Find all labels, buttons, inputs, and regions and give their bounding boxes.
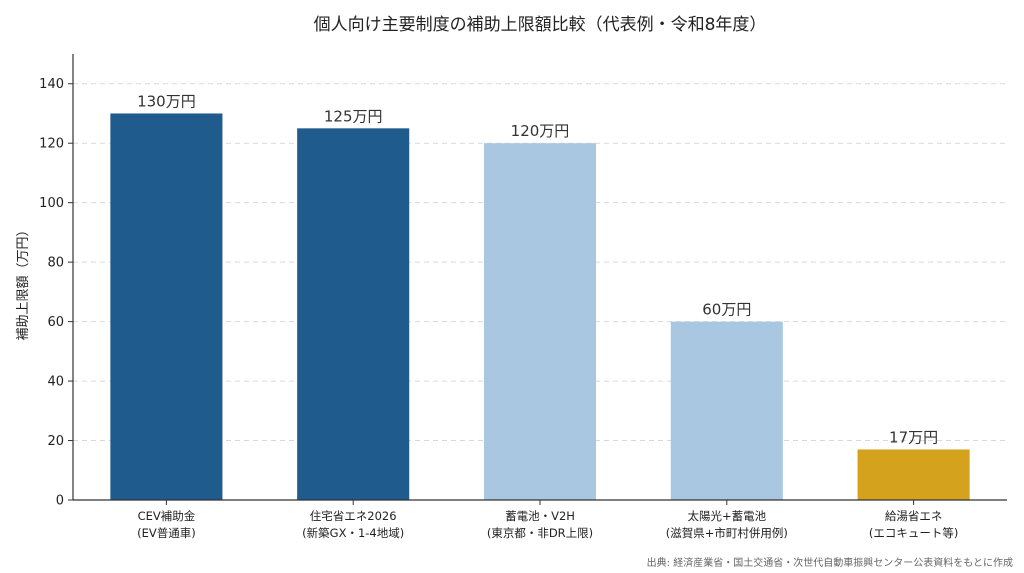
y-tick-label: 60 [47,315,64,330]
data-labels: 130万円 125万円 120万円 60万円 17万円 [137,92,938,446]
data-label: 120万円 [511,122,570,140]
data-label: 60万円 [702,301,751,319]
bar [483,143,597,500]
x-ticks: CEV補助金 (EV普通車) 住宅省エネ2026 (新築GX・1-4地域) 蓄電池・V2… [137,500,958,540]
bar [670,321,783,500]
x-tick-label: (EV普通車) [137,526,196,540]
data-label: 125万円 [324,107,383,125]
x-tick-label: 給湯省エネ [885,509,943,523]
x-tick-label: 住宅省エネ2026 [310,509,397,523]
y-tick-label: 140 [39,77,64,92]
y-tick-label: 0 [56,494,64,509]
y-axis-label: 補助上限額（万円） [16,223,31,340]
x-tick-label: CEV補助金 [138,509,196,523]
x-tick-label: 蓄電池・V2H [505,509,575,523]
y-tick-label: 100 [39,196,64,211]
x-tick-label: 太陽光+蓄電池 [687,509,766,523]
data-label: 130万円 [137,92,196,110]
bar [297,128,410,501]
gridlines [73,83,1007,442]
y-tick-label: 120 [39,137,64,152]
x-tick-label: (東京都・非DR上限) [487,526,593,540]
x-tick-label: (エコキュート等) [869,526,958,540]
bar [110,113,223,500]
y-ticks: 0 20 40 60 80 100 120 140 [39,77,73,509]
x-tick-label: (滋賀県+市町村併用例) [666,526,788,540]
x-tick-label: (新築GX・1-4地域) [302,526,404,540]
y-tick-label: 80 [47,256,64,271]
chart-title: 個人向け主要制度の補助上限額比較（代表例・令和8年度） [314,15,767,35]
bars [110,113,970,501]
source-note: 出典: 経済産業省・国土交通省・次世代自動車振興センター公表資料をもとに作成 [647,556,1013,569]
data-label: 17万円 [889,428,938,446]
y-tick-label: 40 [47,375,64,390]
y-tick-label: 20 [47,434,64,449]
bar [857,449,970,500]
